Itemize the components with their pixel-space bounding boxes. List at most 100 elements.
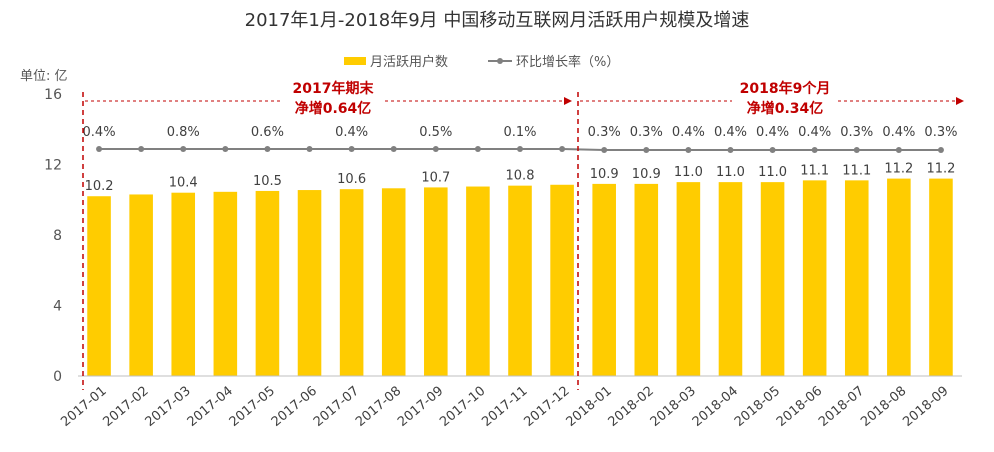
chart-title: 2017年1月-2018年9月 中国移动互联网月活跃用户规模及增速: [245, 10, 750, 31]
x-tick-label: 2018-09: [900, 384, 951, 430]
bar-value-label: 10.9: [590, 167, 619, 182]
bar-value-label: 10.5: [253, 174, 282, 189]
x-tick-label: 2018-01: [564, 384, 615, 430]
bar: [718, 182, 743, 376]
legend-line-label: 环比增长率（%）: [516, 54, 619, 70]
bar-series: [87, 178, 953, 376]
bar-value-label: 11.1: [842, 163, 871, 178]
bar: [87, 196, 111, 376]
annotation-2018-line1: 2018年9个月: [740, 80, 831, 97]
growth-point: [937, 147, 944, 153]
legend-line-marker: [497, 58, 503, 64]
x-tick-label: 2018-04: [690, 384, 741, 430]
bar-value-label: 11.0: [758, 165, 787, 180]
growth-point: [601, 147, 608, 153]
x-tick-label: 2018-03: [648, 384, 699, 430]
bar: [213, 191, 238, 376]
growth-point: [895, 147, 902, 153]
growth-rate-label: 0.3%: [924, 125, 957, 140]
growth-point: [643, 147, 650, 153]
bar: [129, 194, 153, 376]
growth-point: [138, 146, 145, 152]
y-tick-label: 4: [53, 299, 62, 315]
growth-rate-label: 0.5%: [419, 125, 452, 140]
annotation-2017-line2: 净增0.64亿: [295, 100, 372, 117]
x-tick-label: 2017-04: [185, 384, 236, 430]
bar: [887, 178, 911, 376]
growth-rate-label: 0.3%: [630, 125, 663, 140]
growth-point: [264, 146, 271, 152]
bar: [760, 182, 785, 376]
growth-rate-label: 0.4%: [798, 125, 831, 140]
growth-point: [390, 146, 397, 152]
bar: [339, 189, 364, 376]
growth-point: [559, 146, 566, 152]
growth-rate-label: 0.4%: [882, 125, 915, 140]
growth-rate-label: 0.6%: [251, 125, 284, 140]
legend-bar-swatch: [344, 57, 366, 65]
growth-point: [811, 147, 818, 153]
bar: [297, 190, 322, 376]
x-tick-label: 2018-06: [774, 384, 825, 430]
growth-rate-label: 0.4%: [335, 125, 368, 140]
y-tick-label: 16: [44, 87, 62, 103]
annotation-2018-line2: 净增0.34亿: [747, 100, 824, 117]
bar-value-label: 11.0: [674, 165, 703, 180]
x-tick-label: 2018-02: [606, 384, 657, 430]
x-tick-label: 2017-03: [143, 384, 194, 430]
growth-point: [685, 147, 692, 153]
annotation-2017-bg: [281, 76, 385, 120]
x-tick-label: 2018-07: [816, 384, 867, 430]
growth-point: [853, 147, 860, 153]
bar: [550, 184, 574, 376]
bar-value-label: 11.0: [716, 165, 745, 180]
x-tick-label: 2018-05: [732, 384, 783, 430]
growth-rate-label: 0.3%: [840, 125, 873, 140]
y-tick-label: 12: [44, 158, 62, 174]
growth-point: [222, 146, 229, 152]
bar: [381, 188, 406, 376]
bar-value-label: 10.8: [506, 169, 535, 184]
bar-value-label: 11.2: [926, 162, 955, 177]
bar-value-labels: 10.2 10.4 10.5 10.6 10.7 10.8 10.9 10.9 11.0 11.0…: [85, 162, 956, 195]
bar-value-label: 10.2: [85, 179, 114, 194]
bar: [929, 178, 953, 376]
bar: [255, 190, 280, 376]
growth-point: [348, 146, 355, 152]
bar: [508, 185, 532, 376]
growth-point: [432, 146, 439, 152]
legend: 月活跃用户数 环比增长率（%）: [344, 54, 619, 70]
annotation-2017-line1: 2017年期末: [293, 80, 375, 97]
y-tick-label: 0: [53, 369, 62, 385]
growth-rate-label: 0.3%: [588, 125, 621, 140]
growth-point: [474, 146, 481, 152]
x-tick-label: 2017-07: [311, 384, 362, 430]
bar-value-label: 10.6: [337, 172, 366, 187]
bar-value-label: 10.9: [632, 167, 661, 182]
bar: [424, 187, 448, 376]
x-tick-label: 2017-12: [521, 384, 572, 430]
y-tick-label: 8: [53, 228, 62, 244]
bar-value-label: 11.2: [884, 162, 913, 177]
x-tick-label: 2017-10: [437, 384, 488, 430]
growth-point: [306, 146, 313, 152]
growth-point: [517, 146, 523, 152]
x-axis-labels: 2017-012017-022017-032017-042017-052017-…: [58, 384, 951, 430]
bar: [802, 180, 827, 376]
x-tick-label: 2017-05: [227, 384, 278, 430]
legend-bar-label: 月活跃用户数: [370, 54, 448, 70]
growth-rate-label: 0.4%: [714, 125, 747, 140]
growth-rate-label: 0.4%: [756, 125, 789, 140]
growth-point: [180, 146, 187, 152]
bar: [592, 183, 616, 376]
bar: [466, 186, 490, 376]
x-tick-label: 2017-06: [269, 384, 320, 430]
x-tick-label: 2017-09: [395, 384, 446, 430]
growth-rate-label: 0.4%: [672, 125, 705, 140]
growth-point: [727, 147, 734, 153]
bar-value-label: 11.1: [800, 163, 829, 178]
x-tick-label: 2018-08: [858, 384, 909, 430]
bar: [844, 180, 869, 376]
annotation-2018-bg: [732, 76, 838, 120]
